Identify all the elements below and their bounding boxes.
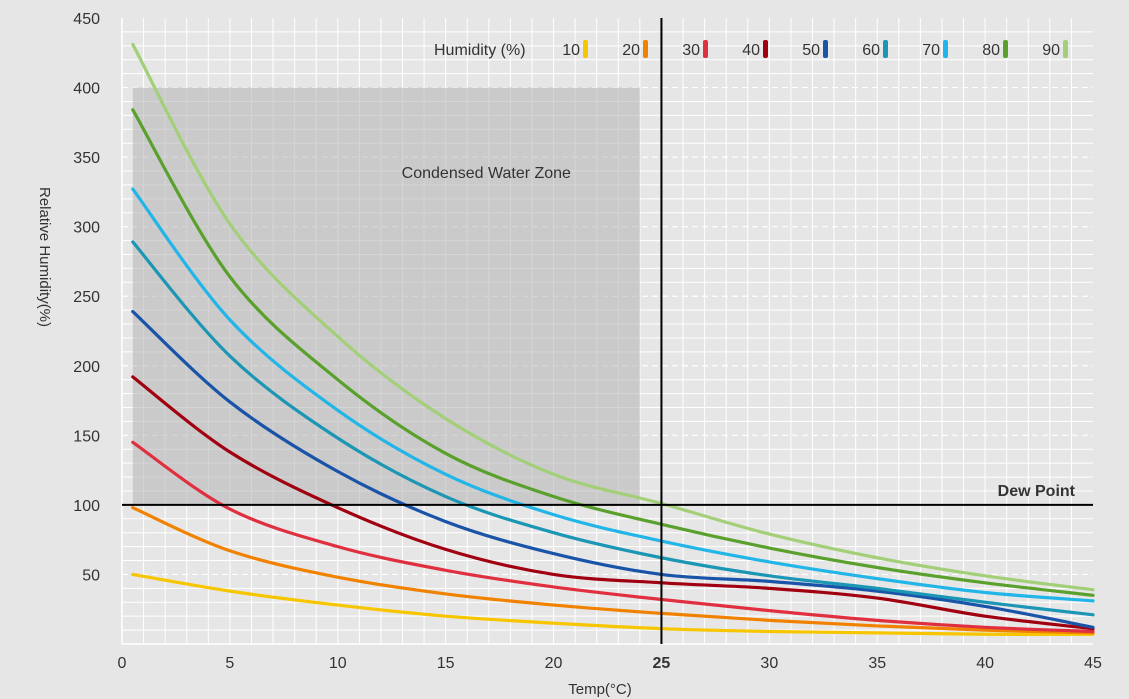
legend-swatch-30: [703, 40, 708, 58]
series-line-50: [131, 309, 1095, 629]
legend-swatch-10: [583, 40, 588, 58]
x-tick-label: 25: [653, 655, 671, 672]
x-tick-label: 0: [118, 655, 127, 672]
legend-label-60: 60: [862, 42, 880, 59]
legend-swatch-90: [1063, 40, 1068, 58]
y-tick-label: 150: [73, 428, 100, 445]
x-tick-label: 15: [437, 655, 455, 672]
legend: Humidity (%) 10 20 30 40 50 60 70 80 90: [434, 40, 1068, 59]
legend-title: Humidity (%): [434, 42, 526, 59]
legend-label-70: 70: [922, 42, 940, 59]
zone-label: Condensed Water Zone: [402, 165, 571, 182]
x-tick-label: 40: [976, 655, 994, 672]
y-tick-label: 300: [73, 220, 100, 237]
series-layer: [131, 42, 1095, 636]
series-line-70: [131, 187, 1095, 603]
legend-label-80: 80: [982, 42, 1000, 59]
y-tick-label: 200: [73, 359, 100, 376]
x-axis-ticks: 0 5 10 15 20 25 30 35 40 45: [118, 655, 1102, 672]
x-tick-label: 30: [760, 655, 778, 672]
y-tick-label: 450: [73, 11, 100, 28]
legend-label-50: 50: [802, 42, 820, 59]
series-line-40: [131, 375, 1095, 631]
y-tick-label: 400: [73, 81, 100, 98]
legend-swatch-20: [643, 40, 648, 58]
y-tick-label: 100: [73, 498, 100, 515]
legend-swatch-70: [943, 40, 948, 58]
legend-label-10: 10: [562, 42, 580, 59]
x-tick-label: 35: [868, 655, 886, 672]
legend-label-40: 40: [742, 42, 760, 59]
series-line-30: [131, 440, 1095, 634]
y-axis-title: Relative Humidity(%): [36, 187, 53, 327]
y-tick-label: 350: [73, 150, 100, 167]
x-tick-label: 5: [225, 655, 234, 672]
condensed-water-zone: [132, 87, 640, 505]
dew-point-label: Dew Point: [998, 483, 1076, 500]
legend-label-90: 90: [1042, 42, 1060, 59]
y-tick-label: 50: [82, 567, 100, 584]
series-line-60: [131, 240, 1095, 617]
legend-swatch-60: [883, 40, 888, 58]
series-line-10: [131, 572, 1095, 636]
x-tick-label: 20: [545, 655, 563, 672]
series-line-90: [131, 42, 1095, 592]
legend-swatch-40: [763, 40, 768, 58]
legend-label-30: 30: [682, 42, 700, 59]
series-line-20: [131, 506, 1095, 635]
legend-label-20: 20: [622, 42, 640, 59]
x-axis-title: Temp(°C): [568, 681, 632, 698]
x-tick-label: 45: [1084, 655, 1102, 672]
legend-swatch-80: [1003, 40, 1008, 58]
y-axis-ticks: 50 100 150 200 250 300 350 400 450: [73, 11, 100, 584]
y-tick-label: 250: [73, 289, 100, 306]
x-tick-label: 10: [329, 655, 347, 672]
legend-swatch-50: [823, 40, 828, 58]
